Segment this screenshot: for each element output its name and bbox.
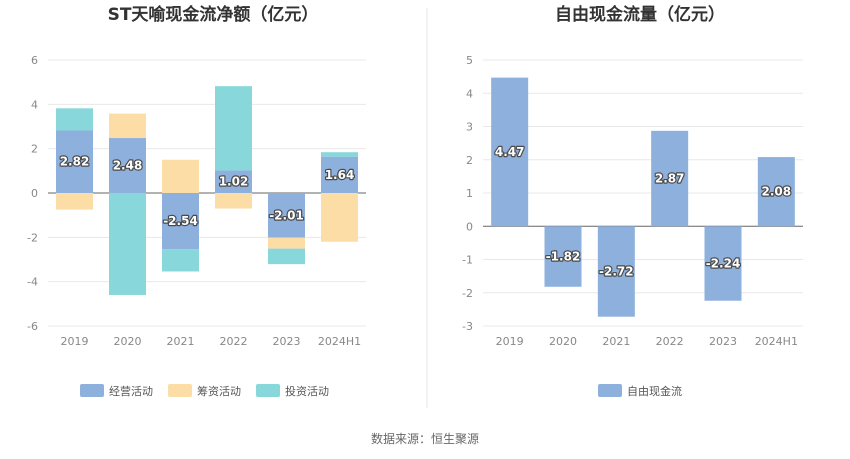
left-x-tick-label: 2022 bbox=[220, 335, 248, 348]
left-y-tick-label: 2 bbox=[31, 143, 38, 156]
left-data-label: 2.48 bbox=[113, 159, 143, 173]
right-legend-label: 自由现金流 bbox=[627, 384, 682, 398]
left-data-label: 2.82 bbox=[60, 155, 90, 169]
left-bar-经营活动-2021 bbox=[162, 193, 199, 250]
right-bar-自由现金流-2022 bbox=[651, 130, 689, 227]
right-bar-自由现金流-2020 bbox=[544, 226, 582, 287]
right-y-tick-label: -3 bbox=[462, 320, 473, 333]
left-x-tick-label: 2020 bbox=[114, 335, 142, 348]
right-y-tick-label: 1 bbox=[466, 187, 473, 200]
right-x-tick-label: 2024H1 bbox=[755, 335, 798, 348]
right-chart-title: 自由现金流量（亿元） bbox=[555, 4, 725, 25]
right-data-label: 4.47 bbox=[495, 145, 525, 159]
left-y-tick-label: 4 bbox=[31, 98, 38, 111]
left-bar-投资活动-2023 bbox=[268, 248, 305, 265]
right-y-tick-label: 0 bbox=[466, 220, 473, 233]
right-y-tick-label: 3 bbox=[466, 121, 473, 134]
left-bar-经营活动-2023 bbox=[268, 193, 305, 238]
right-y-tick-label: -2 bbox=[462, 287, 473, 300]
left-bar-投资活动-2020 bbox=[109, 193, 146, 295]
left-y-tick-label: -4 bbox=[27, 276, 38, 289]
left-bar-经营活动-2022 bbox=[215, 170, 252, 193]
left-y-tick-label: -6 bbox=[27, 320, 38, 333]
right-data-label: -2.24 bbox=[706, 256, 741, 270]
right-legend-swatch bbox=[598, 384, 622, 397]
left-bar-投资活动-2019 bbox=[56, 108, 93, 131]
right-x-tick-label: 2022 bbox=[656, 335, 684, 348]
right-y-tick-label: 2 bbox=[466, 154, 473, 167]
source-label: 数据来源：恒生聚源 bbox=[371, 431, 479, 446]
right-data-label: -1.82 bbox=[546, 250, 581, 264]
left-bar-筹资活动-2019 bbox=[56, 193, 93, 210]
left-y-tick-label: 6 bbox=[31, 54, 38, 67]
left-bar-经营活动-2020 bbox=[109, 138, 146, 193]
left-legend-label: 筹资活动 bbox=[197, 384, 241, 398]
left-bar-筹资活动-2021 bbox=[162, 159, 199, 193]
left-data-label: -2.54 bbox=[163, 214, 198, 228]
right-bar-自由现金流-2021 bbox=[597, 226, 635, 317]
right-data-label: 2.08 bbox=[762, 185, 792, 199]
left-legend-label: 经营活动 bbox=[109, 384, 153, 398]
left-bar-经营活动-2019 bbox=[56, 130, 93, 193]
left-y-tick-label: -2 bbox=[27, 231, 38, 244]
right-data-label: -2.72 bbox=[599, 264, 634, 278]
right-y-tick-label: 5 bbox=[466, 54, 473, 67]
right-bar-自由现金流-2024H1 bbox=[757, 157, 795, 227]
left-bar-经营活动-2024H1 bbox=[321, 156, 358, 193]
right-x-tick-label: 2021 bbox=[602, 335, 630, 348]
left-legend-swatch bbox=[256, 384, 280, 397]
left-bar-筹资活动-2020 bbox=[109, 113, 146, 139]
left-bar-投资活动-2024H1 bbox=[321, 152, 358, 157]
right-y-tick-label: 4 bbox=[466, 87, 473, 100]
left-data-label: 1.64 bbox=[325, 168, 355, 182]
right-x-tick-label: 2020 bbox=[549, 335, 577, 348]
left-legend-swatch bbox=[168, 384, 192, 397]
left-x-tick-label: 2019 bbox=[61, 335, 89, 348]
right-bar-自由现金流-2019 bbox=[491, 77, 529, 227]
right-x-tick-label: 2019 bbox=[496, 335, 524, 348]
left-legend-label: 投资活动 bbox=[285, 384, 329, 398]
left-chart-title: ST天喻现金流净额（亿元） bbox=[108, 4, 319, 25]
left-bar-筹资活动-2023 bbox=[268, 237, 305, 249]
left-data-label: 1.02 bbox=[219, 175, 249, 189]
left-x-tick-label: 2021 bbox=[167, 335, 195, 348]
left-x-tick-label: 2024H1 bbox=[318, 335, 361, 348]
left-y-tick-label: 0 bbox=[31, 187, 38, 200]
left-bar-筹资活动-2022 bbox=[215, 193, 252, 209]
left-x-tick-label: 2023 bbox=[273, 335, 301, 348]
left-plot-area: -6 -4 -2 0 2 4 6 2019 2020 2021 2022 2023 2024H1 2.82… bbox=[27, 54, 366, 398]
left-bar-筹资活动-2024H1 bbox=[321, 193, 358, 242]
right-data-label: 2.87 bbox=[655, 172, 685, 186]
right-plot-area: -3 -2 -1 0 1 2 3 4 5 2019 2020 2021 2022 2023 2024H1 4.… bbox=[462, 54, 803, 398]
right-x-tick-label: 2023 bbox=[709, 335, 737, 348]
right-bar-自由现金流-2023 bbox=[704, 226, 742, 301]
left-data-label: -2.01 bbox=[269, 208, 304, 222]
left-bar-投资活动-2021 bbox=[162, 249, 199, 272]
right-y-tick-label: -1 bbox=[462, 254, 473, 267]
left-legend-swatch bbox=[80, 384, 104, 397]
left-bar-投资活动-2022 bbox=[215, 86, 252, 171]
